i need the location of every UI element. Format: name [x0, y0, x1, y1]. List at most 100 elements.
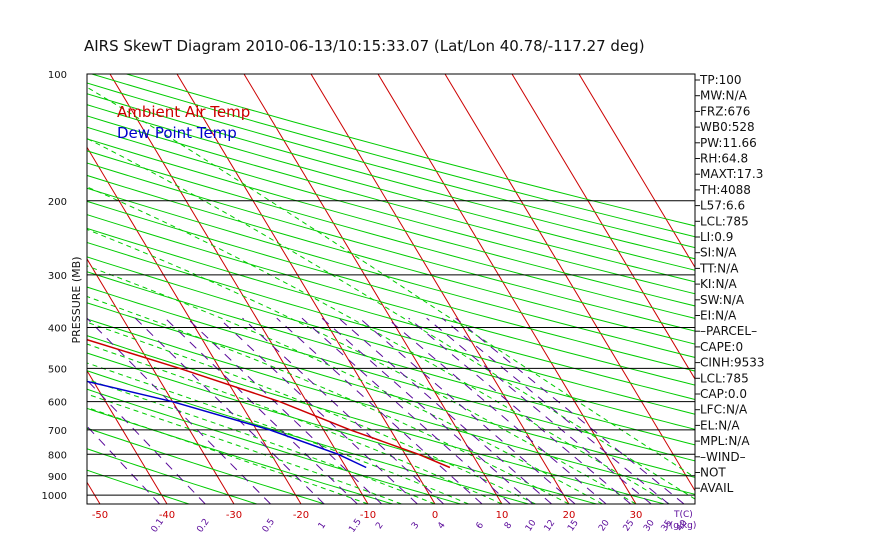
isotherm-line: [444, 74, 695, 492]
pressure-tick-label: 200: [48, 197, 67, 208]
pressure-tick-label: 600: [48, 398, 67, 409]
dry-adiabat-line: [87, 104, 695, 271]
index-label: AVAIL: [700, 481, 734, 495]
index-label: –WIND–: [700, 450, 746, 464]
dry-adiabat-line: [87, 407, 393, 504]
moist-adiabat-line: [87, 393, 402, 504]
dry-adiabat-line: [87, 469, 190, 504]
mixing-ratio-tick-label: 8: [503, 520, 515, 531]
pressure-tick-label: 1000: [42, 491, 67, 502]
index-label: LFC:N/A: [700, 403, 748, 417]
index-label: EI:N/A: [700, 309, 737, 323]
index-label: EL:N/A: [700, 418, 740, 432]
mixing-ratio-line: [301, 317, 511, 504]
mixing-ratio-tick-label: 1: [317, 521, 328, 531]
mixing-ratio-tick-label: 3: [410, 521, 421, 531]
index-label: LI:0.9: [700, 230, 733, 244]
mixing-ratio-line: [218, 317, 418, 504]
moist-adiabat-lines: [87, 86, 695, 504]
bottom-temp-tick-label: 20: [563, 510, 576, 521]
index-label: CAP:0.0: [700, 387, 747, 401]
dry-adiabat-line: [87, 227, 695, 400]
mixing-ratio-tick-label: 6: [475, 520, 487, 531]
index-label: RH:64.8: [700, 152, 748, 166]
dry-adiabat-line: [87, 162, 695, 332]
pressure-tick-label: 700: [48, 426, 67, 437]
mixing-ratio-lines: [87, 317, 685, 504]
profile-series: [87, 338, 451, 469]
mixing-ratio-tick-label: 10: [524, 518, 539, 533]
mixing-ratio-tick-label: 20: [597, 518, 612, 533]
moist-adiabat-line: [87, 186, 670, 504]
dry-adiabat-line: [87, 241, 695, 415]
dry-adiabat-line: [87, 126, 695, 295]
index-label: MPL:N/A: [700, 434, 750, 448]
series-line-dew-point-temp: [87, 380, 367, 469]
mixing-ratio-tick-label: 30: [642, 518, 657, 533]
index-label: SI:N/A: [700, 246, 737, 260]
index-label: PW:11.66: [700, 136, 757, 150]
moist-adiabat-line: [87, 321, 536, 504]
pressure-tick-label: 300: [48, 271, 67, 282]
dry-adiabat-line: [87, 115, 695, 283]
mixing-ratio-line: [87, 317, 271, 504]
bottom-temperature-ticks: -50 -40 -30 -20 -10 0 10 20 30: [92, 510, 643, 521]
isotherm-line: [87, 369, 168, 504]
dry-adiabat-line: [87, 138, 695, 307]
isotherm-line: [87, 481, 101, 504]
moist-adiabat-line: [87, 378, 436, 504]
moist-adiabat-line: [87, 362, 469, 504]
moist-adiabat-line: [87, 295, 570, 504]
index-label: –PARCEL–: [700, 324, 757, 338]
index-label: TP:100: [699, 73, 742, 87]
dry-adiabat-line: [87, 271, 695, 446]
mixing-ratio-tick-label: 4: [436, 520, 448, 531]
mixing-ratio-tick-label: 12: [543, 518, 558, 533]
index-label: SW:N/A: [700, 293, 745, 307]
pressure-tick-label: 400: [48, 324, 67, 335]
pressure-tick-label: 800: [48, 450, 67, 461]
dry-adiabat-line: [87, 93, 695, 260]
dry-adiabat-line: [87, 256, 695, 430]
mixing-ratio-line: [242, 317, 444, 504]
dry-adiabat-line: [87, 448, 258, 504]
bottom-temp-tick-label: -50: [92, 510, 108, 521]
bottom-temp-tick-label: 30: [630, 510, 643, 521]
isotherm-line: [87, 146, 302, 504]
pressure-tick-label: 100: [48, 70, 67, 81]
index-label: KI:N/A: [700, 277, 737, 291]
mixing-ratio-line: [455, 317, 685, 504]
isotherm-line: [87, 258, 235, 504]
y-axis-label: PRESSURE (MB): [70, 257, 83, 344]
mixing-ratio-tick-label: 0.2: [195, 517, 211, 534]
moist-adiabat-line: [87, 137, 695, 500]
mixing-ratio-line: [441, 317, 670, 504]
index-label: MAXT:17.3: [700, 167, 763, 181]
dry-adiabat-line: [87, 427, 325, 504]
pressure-tick-label: 500: [48, 364, 67, 375]
index-label: WB0:528: [700, 120, 755, 134]
mixing-ratio-line: [186, 317, 383, 504]
plot-area: [87, 74, 695, 504]
isotherm-line: [176, 74, 436, 504]
dry-adiabat-line: [87, 214, 695, 386]
mixing-ratio-line: [87, 379, 206, 504]
mixing-ratio-tick-label: 2: [374, 521, 385, 531]
legend: Ambient Air Temp Dew Point Temp: [117, 103, 250, 142]
series-line-ambient-air-temp: [87, 338, 451, 469]
index-label: CAPE:0: [700, 340, 743, 354]
mixing-ratio-line: [408, 317, 632, 504]
index-label: TT:N/A: [699, 261, 739, 275]
legend-dew-point-temp: Dew Point Temp: [117, 124, 237, 142]
mixing-ratio-line: [164, 317, 358, 504]
legend-ambient-air-temp: Ambient Air Temp: [117, 103, 250, 121]
dry-adiabat-line: [87, 318, 695, 495]
mixing-ratio-unit: r(g/kg): [666, 521, 696, 531]
isotherm-line: [243, 74, 503, 504]
dry-adiabat-line: [87, 200, 695, 372]
moist-adiabat-line: [87, 228, 637, 504]
pressure-axis-ticks: 100 200 300 400 500 600 700 800 900 1000: [42, 70, 67, 502]
moist-adiabat-line: [87, 86, 695, 479]
dry-adiabat-line: [87, 370, 529, 504]
